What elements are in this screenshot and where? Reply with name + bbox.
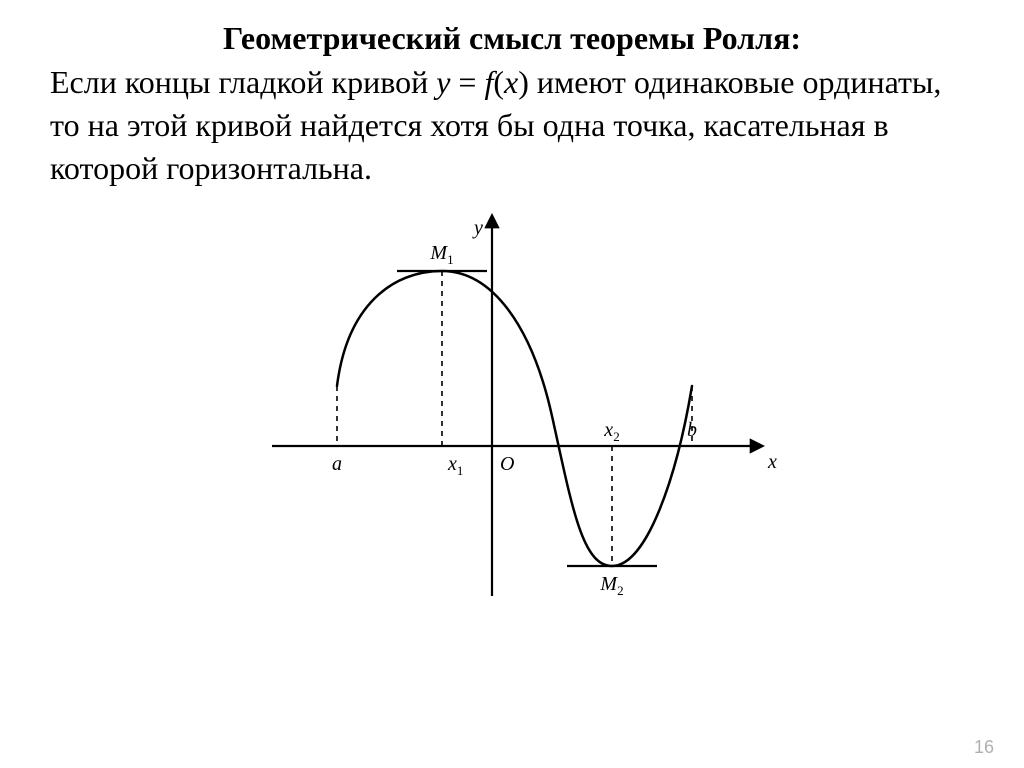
svg-text:M1: M1: [429, 242, 453, 267]
desc-pre: Если концы гладкой кривой: [50, 64, 436, 100]
svg-text:y: y: [472, 217, 483, 239]
svg-text:x1: x1: [447, 453, 463, 478]
desc-paren-o: (: [493, 64, 504, 100]
desc-y: y: [436, 64, 450, 100]
svg-text:b: b: [687, 419, 697, 441]
page-number: 16: [974, 737, 994, 758]
description: Если концы гладкой кривой y = f(x) имеют…: [50, 61, 974, 191]
desc-x: x: [504, 64, 518, 100]
desc-eq: =: [450, 64, 484, 100]
svg-text:x2: x2: [603, 419, 619, 444]
svg-text:a: a: [332, 453, 342, 475]
page-title: Геометрический смысл теоремы Ролля:: [50, 20, 974, 57]
svg-text:x: x: [767, 451, 777, 473]
desc-f: f: [484, 64, 493, 100]
svg-text:O: O: [500, 453, 514, 475]
desc-paren-c: ): [518, 64, 529, 100]
svg-text:M2: M2: [599, 573, 623, 598]
rolle-chart: y x Oa x1 x2 b M1 M2: [232, 196, 792, 616]
